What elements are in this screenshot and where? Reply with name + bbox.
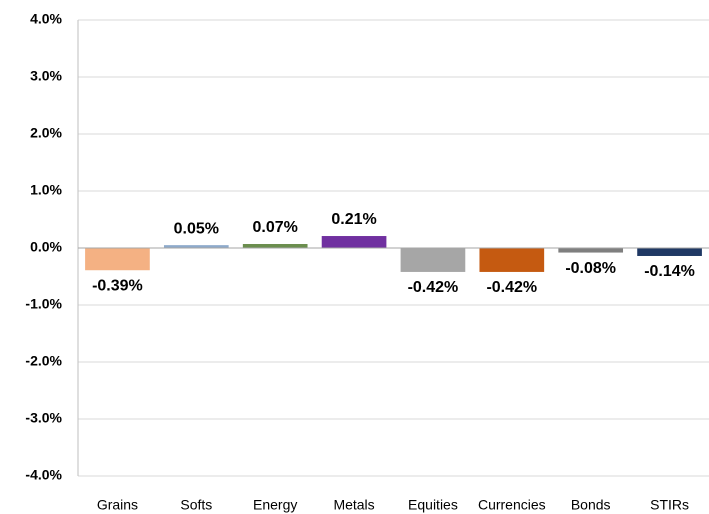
y-tick-label: -1.0% — [25, 296, 62, 312]
x-tick-label: Energy — [253, 497, 297, 513]
bar — [400, 248, 466, 272]
value-label: 0.07% — [253, 219, 298, 236]
y-tick-label: 1.0% — [30, 182, 62, 198]
y-tick-label: 0.0% — [30, 239, 62, 255]
y-tick-label: 2.0% — [30, 125, 62, 141]
x-tick-label: Softs — [180, 497, 212, 513]
bar — [242, 244, 308, 248]
x-tick-label: Metals — [333, 497, 374, 513]
bar — [163, 245, 229, 248]
y-tick-label: -2.0% — [25, 353, 62, 369]
value-label: -0.39% — [92, 277, 143, 294]
y-tick-label: -4.0% — [25, 467, 62, 483]
y-tick-label: 3.0% — [30, 68, 62, 84]
value-label: -0.08% — [565, 260, 616, 277]
value-label: 0.05% — [174, 220, 219, 237]
bar — [321, 236, 387, 248]
y-tick-label: -3.0% — [25, 410, 62, 426]
value-label: -0.42% — [486, 279, 537, 296]
y-tick-label: 4.0% — [30, 11, 62, 27]
value-label: 0.21% — [331, 211, 376, 228]
x-tick-label: Equities — [408, 497, 458, 513]
value-label: -0.14% — [644, 263, 695, 280]
value-label: -0.42% — [408, 279, 459, 296]
bar — [558, 248, 624, 253]
bar — [479, 248, 545, 272]
x-tick-label: Bonds — [571, 497, 611, 513]
bar — [637, 248, 702, 256]
x-tick-label: Grains — [97, 497, 138, 513]
bar — [85, 248, 150, 271]
x-tick-label: Currencies — [478, 497, 546, 513]
x-tick-label: STIRs — [650, 497, 689, 513]
